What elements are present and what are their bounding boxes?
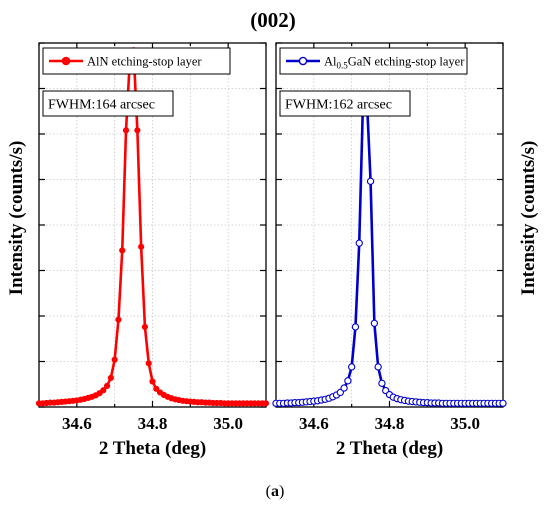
data-point bbox=[141, 323, 149, 331]
data-point bbox=[134, 127, 141, 134]
caption-open: ( bbox=[266, 483, 271, 500]
data-point bbox=[355, 239, 363, 247]
legend-label-part: GaN etching-stop layer bbox=[348, 55, 465, 69]
panel-right: 34.6 34.8 35.0 2 Theta (deg) Al0.5GaN etchin… bbox=[272, 42, 507, 459]
data-point bbox=[340, 384, 348, 392]
data-point bbox=[115, 316, 122, 323]
x-tick-label: 35.0 bbox=[213, 414, 243, 433]
data-point bbox=[351, 323, 360, 331]
x-tick-label: 34.8 bbox=[138, 414, 168, 433]
legend-label: AlN etching-stop layer bbox=[87, 55, 202, 69]
legend-label-part: Al bbox=[324, 55, 337, 69]
legend-label-part: 0.5 bbox=[337, 61, 349, 71]
data-point bbox=[348, 363, 356, 371]
x-axis-label: 2 Theta (deg) bbox=[99, 438, 206, 459]
data-point bbox=[107, 374, 114, 381]
caption-close: ) bbox=[279, 483, 284, 500]
legend-label: Al0.5GaN etching-stop layer bbox=[324, 55, 465, 71]
y-gridlines bbox=[276, 88, 503, 362]
data-point bbox=[370, 319, 379, 327]
y-axis-label-right: Intensity (counts/s) bbox=[518, 141, 539, 296]
data-point bbox=[122, 127, 130, 134]
data-point bbox=[374, 363, 382, 371]
legend-label-part: AlN etching-stop layer bbox=[87, 55, 202, 69]
fwhm-annotation: FWHM:162 arcsec bbox=[279, 90, 411, 117]
data-point bbox=[344, 377, 352, 385]
y-axis-label-left: Intensity (counts/s) bbox=[6, 141, 27, 296]
figure-caption: (a) bbox=[266, 483, 285, 500]
x-tick-label: 34.8 bbox=[375, 414, 405, 433]
data-point bbox=[138, 243, 145, 250]
annotation-text: FWHM:162 arcsec bbox=[285, 98, 392, 113]
data-point bbox=[499, 399, 507, 408]
figure-title: (002) bbox=[250, 8, 296, 32]
data-point bbox=[111, 356, 118, 363]
legend-swatch-marker bbox=[61, 56, 71, 66]
legend-swatch-marker bbox=[298, 56, 308, 66]
x-tick-label: 34.6 bbox=[62, 414, 92, 433]
fwhm-annotation: FWHM:164 arcsec bbox=[42, 90, 174, 117]
legend: AlN etching-stop layer bbox=[42, 47, 231, 75]
panel-left: 34.6 34.8 35.0 2 Theta (deg) AlN etching-sto… bbox=[35, 42, 270, 459]
legend: Al0.5GaN etching-stop layer bbox=[279, 47, 468, 75]
data-point bbox=[100, 387, 107, 394]
x-axis-label: 2 Theta (deg) bbox=[336, 438, 443, 459]
annotation-box bbox=[279, 90, 411, 117]
data-point bbox=[119, 247, 126, 254]
data-point bbox=[145, 360, 152, 367]
series-markers bbox=[272, 93, 507, 408]
data-point bbox=[149, 378, 156, 385]
y-ticks bbox=[276, 42, 503, 408]
data-point bbox=[104, 382, 111, 389]
caption-letter: a bbox=[271, 483, 279, 500]
annotation-box bbox=[42, 90, 174, 117]
data-point bbox=[366, 177, 375, 185]
data-point bbox=[378, 379, 386, 387]
x-tick-label: 34.6 bbox=[299, 414, 329, 433]
y-gridlines bbox=[39, 88, 266, 362]
y-ticks bbox=[39, 42, 266, 408]
data-point bbox=[153, 385, 160, 392]
data-point bbox=[262, 400, 270, 407]
x-tick-label: 35.0 bbox=[450, 414, 480, 433]
annotation-text: FWHM:164 arcsec bbox=[48, 98, 155, 113]
